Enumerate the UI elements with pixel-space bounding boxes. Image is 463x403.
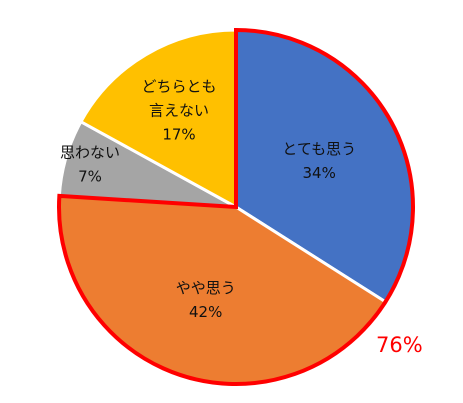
slice-label-line: 34% [303, 164, 336, 182]
slice-label-2: やや思う 42% [176, 279, 236, 321]
slice-label-line: 言えない [149, 102, 209, 120]
pie-slice-4 [79, 28, 238, 209]
highlight-total-label: 76% [376, 333, 423, 357]
slice-labels: とても思う 34% やや思う 42% 思わない 7% どちらとも言えない 17% [60, 78, 356, 322]
slice-label-line: 7% [78, 168, 102, 186]
slice-label-line: 17% [162, 126, 195, 144]
slice-label-1: とても思う 34% [282, 140, 356, 182]
highlight-outline [57, 27, 415, 386]
slice-label-line: どちらとも [141, 78, 216, 96]
slice-label-line: とても思う [282, 140, 356, 158]
slice-label-line: 42% [189, 303, 222, 321]
pie-slices [57, 28, 415, 386]
slice-label-line: やや思う [176, 279, 236, 297]
slice-label-line: 思わない [60, 144, 120, 162]
slice-label-4: どちらとも言えない 17% [141, 78, 216, 144]
highlight-outline-group [57, 27, 415, 386]
slice-label-3: 思わない 7% [60, 144, 120, 186]
